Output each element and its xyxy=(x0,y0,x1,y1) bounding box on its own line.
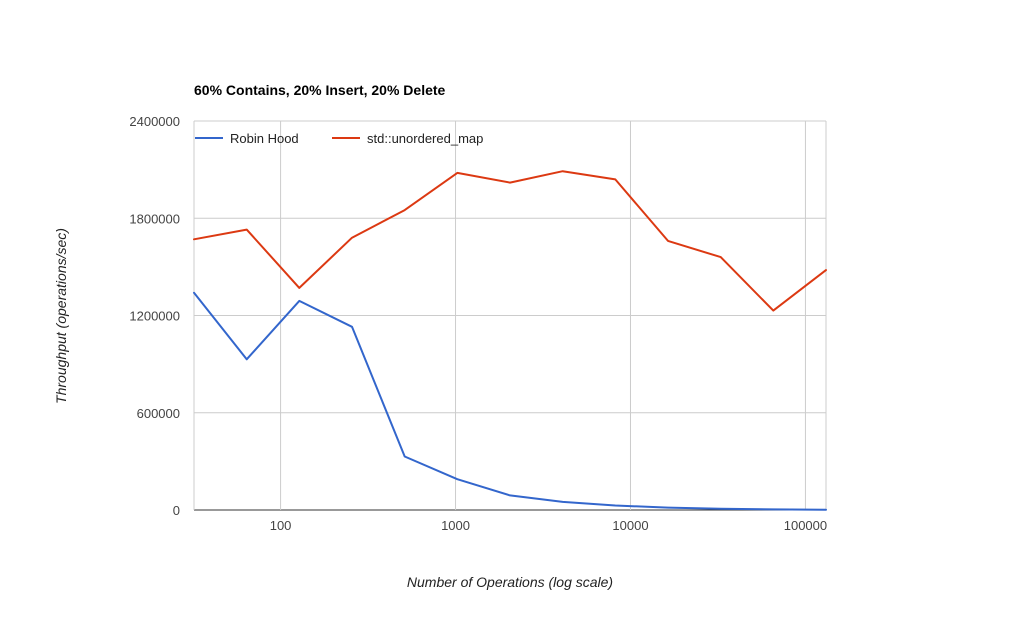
series-lines xyxy=(193,170,827,511)
y-tick-label: 2400000 xyxy=(129,114,180,129)
y-tick-label: 0 xyxy=(173,503,180,518)
axes: 0 600000 1200000 1800000 2400000 100 1000 10000… xyxy=(129,114,827,533)
x-tick-label: 1000 xyxy=(441,518,470,533)
gridlines xyxy=(193,120,827,511)
y-tick-label: 1200000 xyxy=(129,309,180,324)
legend-label: Robin Hood xyxy=(230,131,299,146)
x-axis-title: Number of Operations (log scale) xyxy=(407,574,613,590)
series-line-std-unordered-map xyxy=(193,170,827,312)
legend-label: std::unordered_map xyxy=(367,131,483,146)
series-line-robin-hood xyxy=(193,291,827,511)
legend: Robin Hood std::unordered_map xyxy=(195,131,483,146)
x-tick-label: 10000 xyxy=(612,518,648,533)
x-tick-label: 100 xyxy=(270,518,292,533)
y-axis-title: Throughput (operations/sec) xyxy=(53,228,69,404)
y-tick-label: 600000 xyxy=(137,406,180,421)
y-tick-label: 1800000 xyxy=(129,211,180,226)
chart-title: 60% Contains, 20% Insert, 20% Delete xyxy=(194,82,446,98)
x-tick-label: 100000 xyxy=(784,518,827,533)
